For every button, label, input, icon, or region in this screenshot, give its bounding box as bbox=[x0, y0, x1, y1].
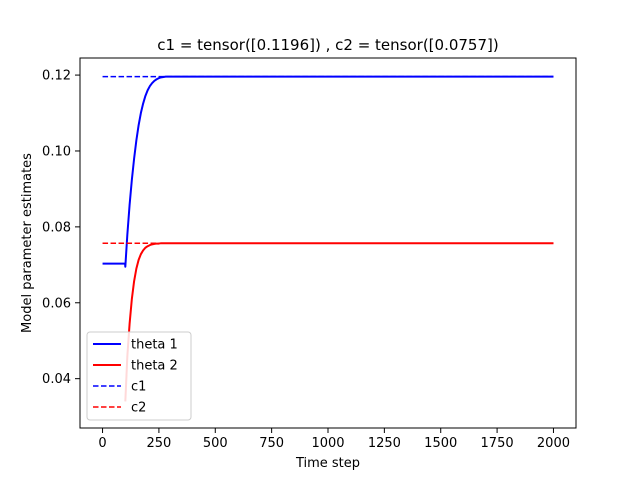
x-axis-label: Time step bbox=[295, 456, 360, 471]
y-tick-label: 0.06 bbox=[42, 296, 71, 311]
x-tick-label: 250 bbox=[146, 436, 171, 451]
y-tick-label: 0.10 bbox=[42, 144, 71, 159]
legend-label-theta-1: theta 1 bbox=[131, 338, 178, 353]
legend-box bbox=[86, 331, 192, 421]
x-tick-label: 1250 bbox=[368, 436, 401, 451]
x-tick-label: 2000 bbox=[537, 436, 570, 451]
x-axis-ticks: 0 250 500 750 1000 1250 1500 1750 2000 bbox=[98, 428, 570, 451]
x-tick-label: 0 bbox=[98, 436, 106, 451]
y-axis-ticks: 0.04 0.06 0.08 0.10 0.12 bbox=[42, 69, 80, 387]
series-layer bbox=[102, 75, 554, 402]
x-tick-label: 1000 bbox=[311, 436, 344, 451]
legend-label-c2: c2 bbox=[131, 401, 146, 416]
x-tick-label: 750 bbox=[259, 436, 284, 451]
legend-label-c1: c1 bbox=[131, 380, 146, 395]
y-tick-label: 0.04 bbox=[42, 372, 71, 387]
y-tick-label: 0.12 bbox=[42, 69, 71, 84]
chart-title: c1 = tensor([0.1196]) , c2 = tensor([0.0… bbox=[157, 36, 498, 54]
legend: theta 1 theta 2 c1 c2 bbox=[86, 331, 192, 421]
x-tick-label: 1500 bbox=[424, 436, 457, 451]
x-tick-label: 500 bbox=[203, 436, 228, 451]
legend-label-theta-2: theta 2 bbox=[131, 359, 178, 374]
y-tick-label: 0.08 bbox=[42, 220, 71, 235]
y-axis-label: Model parameter estimates bbox=[20, 153, 35, 333]
x-tick-label: 1750 bbox=[481, 436, 514, 451]
